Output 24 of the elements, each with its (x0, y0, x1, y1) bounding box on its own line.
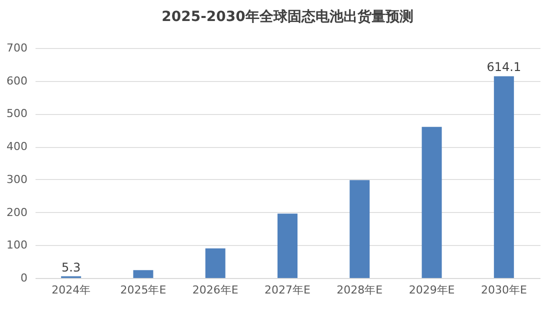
y-tick-label: 700 (6, 42, 28, 54)
y-tick-label: 500 (6, 107, 28, 120)
data-label: 5.3 (62, 260, 81, 274)
y-tick-label: 0 (20, 272, 28, 284)
bar (494, 76, 514, 278)
bar (422, 126, 442, 278)
y-tick-label: 300 (6, 172, 28, 186)
x-tick-label: 2028年E (336, 284, 383, 296)
y-tick-label: 400 (6, 140, 28, 154)
data-label: 614.1 (486, 60, 522, 74)
x-tick-label: 2025年E (120, 284, 166, 296)
bar (350, 180, 370, 278)
x-tick-label: 2030年E (480, 284, 527, 296)
x-tick-label: 2027年E (264, 284, 311, 296)
x-tick-label: 2029年E (408, 284, 455, 296)
y-tick-label: 600 (6, 74, 28, 88)
bar (133, 270, 154, 278)
y-tick-label: 100 (6, 238, 28, 252)
y-tick-label: 200 (6, 206, 28, 219)
bar (205, 248, 226, 278)
bar (278, 214, 298, 278)
x-tick-label: 2026年E (192, 284, 238, 296)
x-tick-label: 2024年 (52, 284, 91, 296)
chart-title: 2025-2030年全球固态电池出货量预测 (162, 9, 414, 25)
